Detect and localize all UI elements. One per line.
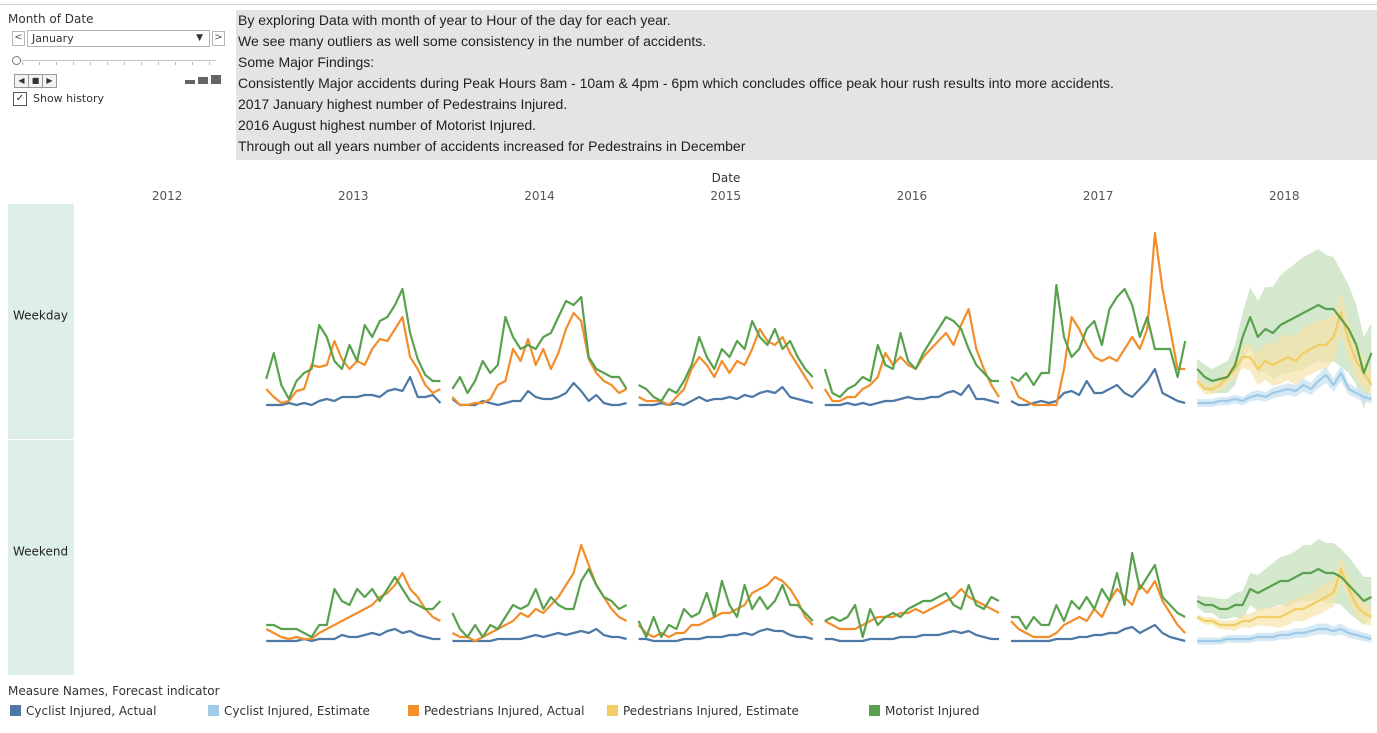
legend-title: Measure Names, Forecast indicator [8, 684, 220, 698]
cyclist-line-weekend-2015 [638, 627, 814, 643]
year-header-2016: 2016 [897, 189, 928, 203]
speed-medium-icon[interactable] [198, 77, 208, 84]
legend-label: Cyclist Injured, Actual [26, 704, 157, 718]
legend-swatch [208, 705, 219, 716]
accident-line-chart: Date 2012 2013 2014 2015 2016 2017 2018 Weekda… [8, 171, 1373, 675]
note-line: Some Major Findings: [238, 54, 375, 70]
legend-label: Cyclist Injured, Estimate [224, 704, 370, 718]
year-header-2014: 2014 [524, 189, 555, 203]
motorist-line-weekday-2016 [823, 315, 999, 399]
cyclist-line-weekday-2013 [266, 375, 442, 407]
note-line: By exploring Data with month of year to … [238, 12, 671, 28]
legend-label: Pedestrians Injured, Actual [424, 704, 585, 718]
pedestrians-line-weekday-2016 [823, 307, 1000, 403]
month-select[interactable]: January ▼ [27, 30, 210, 47]
cyclist-line-weekday-2017 [1010, 367, 1186, 407]
pedestrians-line-weekend-2016 [824, 587, 1000, 631]
cyclist-line-weekend-2013 [266, 627, 441, 643]
play-forward-icon[interactable]: ▶ [42, 74, 57, 88]
year-header-2012: 2012 [152, 189, 183, 203]
row-band-weekend [8, 440, 74, 675]
cyclist-line-weekend-2014 [452, 627, 627, 643]
pedestrians-line-weekend-2015 [637, 575, 814, 639]
forecast-band-cyclist-weekday [1197, 364, 1372, 407]
speed-controls [185, 74, 225, 86]
play-backward-icon[interactable]: ◀ [14, 74, 29, 88]
motorist-line-weekend-2018 [1196, 567, 1372, 611]
note-line: We see many outliers as well some consis… [238, 33, 707, 49]
top-border [0, 0, 1377, 5]
cyclist-line-weekend-2016 [824, 629, 999, 643]
cyclist-line-weekday-2016 [824, 383, 1000, 407]
year-header-2015: 2015 [710, 189, 741, 203]
motorist-line-weekday-2013 [265, 287, 441, 401]
note-line: Through out all years number of accident… [238, 138, 746, 154]
motorist-line-weekday-2014 [451, 295, 628, 395]
legend-label: Motorist Injured [885, 704, 980, 718]
next-month-button[interactable]: > [212, 31, 225, 46]
legend-swatch [607, 705, 618, 716]
pedestrians-line-weekend-2018 [1196, 567, 1372, 627]
prev-month-button[interactable]: < [12, 31, 25, 46]
filter-title: Month of Date [8, 12, 94, 26]
note-line: 2016 August highest number of Motorist I… [238, 117, 537, 133]
findings-textbox: By exploring Data with month of year to … [236, 10, 1377, 160]
x-axis-title: Date [712, 171, 741, 185]
forecast-band-motorist-weekday [1197, 249, 1372, 409]
motorist-line-weekend-2013 [266, 575, 442, 639]
pedestrians-line-weekday-2015 [638, 327, 814, 407]
motorist-line-weekday-2015 [638, 319, 814, 403]
row-band-weekday [8, 204, 74, 439]
speed-fast-icon[interactable] [211, 75, 221, 84]
cyclist-line-weekday-2018 [1197, 371, 1372, 405]
motorist-line-weekend-2014 [451, 567, 628, 639]
show-history-checkbox[interactable]: ✓ [13, 92, 27, 106]
legend-label: Pedestrians Injured, Estimate [623, 704, 799, 718]
motorist-line-weekend-2016 [824, 583, 1000, 639]
forecast-band-pedestrians-weekday [1197, 291, 1372, 399]
note-line: 2017 January highest number of Pedestrai… [238, 96, 568, 112]
row-label-weekday: Weekday [13, 309, 68, 323]
note-line: Consistently Major accidents during Peak… [238, 75, 1114, 91]
month-slider-track[interactable] [12, 60, 216, 61]
slider-ticks [22, 62, 216, 66]
pedestrians-line-weekday-2013 [265, 315, 441, 405]
year-header-2013: 2013 [338, 189, 369, 203]
cyclist-line-weekday-2014 [451, 381, 627, 407]
year-header-2017: 2017 [1083, 189, 1114, 203]
motorist-line-weekday-2018 [1196, 303, 1373, 383]
motorist-line-weekday-2017 [1010, 283, 1187, 387]
month-select-value: January [32, 32, 74, 45]
show-history-label: Show history [33, 92, 105, 105]
pedestrians-line-weekend-2017 [1010, 579, 1186, 639]
pedestrians-line-weekday-2014 [451, 311, 628, 407]
pedestrians-line-weekday-2017 [1010, 231, 1186, 407]
legend-swatch [10, 705, 21, 716]
cyclist-line-weekend-2017 [1011, 623, 1186, 643]
motorist-line-weekend-2017 [1011, 551, 1186, 631]
month-filter-panel: Month of Date < January ▼ > ◀ ■ ▶ ✓ Show… [8, 12, 226, 112]
playback-controls: ◀ ■ ▶ [14, 74, 58, 88]
chevron-down-icon: ▼ [196, 33, 203, 43]
speed-slow-icon[interactable] [185, 80, 195, 84]
pedestrians-line-weekend-2013 [265, 571, 441, 641]
motorist-line-weekend-2015 [637, 579, 814, 639]
cyclist-line-weekend-2018 [1197, 627, 1372, 643]
row-label-weekend: Weekend [13, 545, 68, 559]
stop-icon[interactable]: ■ [28, 74, 43, 88]
legend-swatch [408, 705, 419, 716]
legend: Measure Names, Forecast indicator Cyclis… [8, 684, 1368, 728]
legend-swatch [869, 705, 880, 716]
year-header-2018: 2018 [1269, 189, 1300, 203]
month-slider-knob[interactable] [12, 56, 21, 65]
